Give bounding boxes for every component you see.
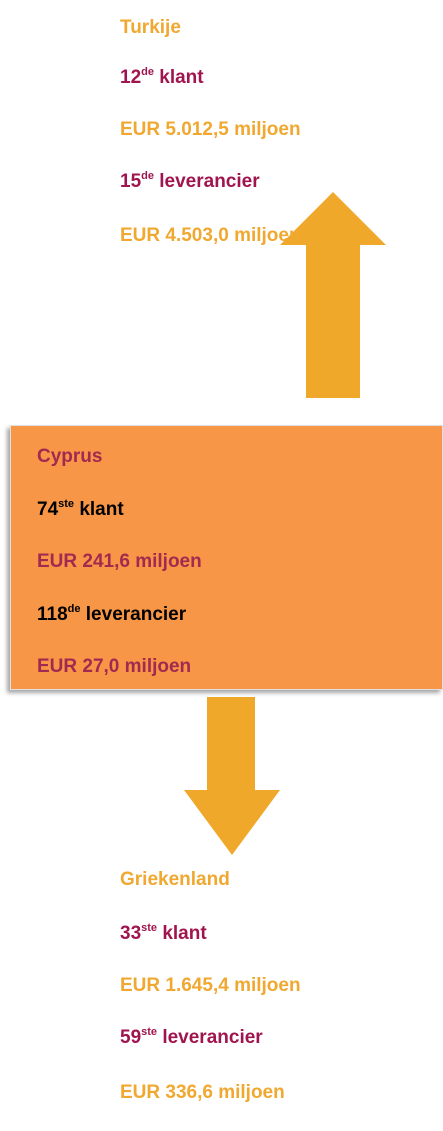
label: klant — [159, 67, 204, 88]
rank: 74 — [37, 499, 59, 520]
suffix: de — [141, 66, 154, 78]
supplier-value: EUR 4.503,0 miljoen — [120, 225, 301, 246]
focus-box — [10, 425, 443, 690]
rank: 59 — [120, 1027, 142, 1048]
supplier-value: EUR 27,0 miljoen — [37, 656, 192, 677]
country: Turkije — [120, 17, 181, 38]
rank: 12 — [120, 67, 142, 88]
rank: 15 — [120, 171, 142, 192]
arrow-up — [280, 192, 386, 398]
client-value: EUR 5.012,5 miljoen — [120, 119, 301, 140]
rank: 33 — [120, 923, 142, 944]
client-value: EUR 1.645,4 miljoen — [120, 975, 301, 996]
supplier-rank: 15de leverancier — [120, 171, 260, 193]
client-rank: 74ste klant — [37, 499, 124, 521]
label: leverancier — [159, 171, 260, 192]
suffix: ste — [141, 1026, 158, 1038]
country: Griekenland — [120, 869, 230, 890]
country: Cyprus — [37, 446, 103, 467]
suffix: ste — [141, 922, 158, 934]
suffix: ste — [58, 498, 75, 510]
client-rank: 12de klant — [120, 67, 204, 89]
suffix: de — [141, 170, 154, 182]
label: leverancier — [85, 604, 187, 625]
supplier-rank: 118de leverancier — [37, 604, 186, 626]
label: klant — [79, 499, 124, 520]
suffix: de — [67, 603, 81, 615]
client-rank: 33ste klant — [120, 923, 207, 945]
arrow-down — [184, 697, 280, 855]
supplier-rank: 59ste leverancier — [120, 1027, 263, 1049]
supplier-value: EUR 336,6 miljoen — [120, 1082, 285, 1103]
label: klant — [162, 923, 207, 944]
client-value: EUR 241,6 miljoen — [37, 551, 202, 572]
rank: 118 — [37, 604, 68, 625]
label: leverancier — [162, 1027, 263, 1048]
